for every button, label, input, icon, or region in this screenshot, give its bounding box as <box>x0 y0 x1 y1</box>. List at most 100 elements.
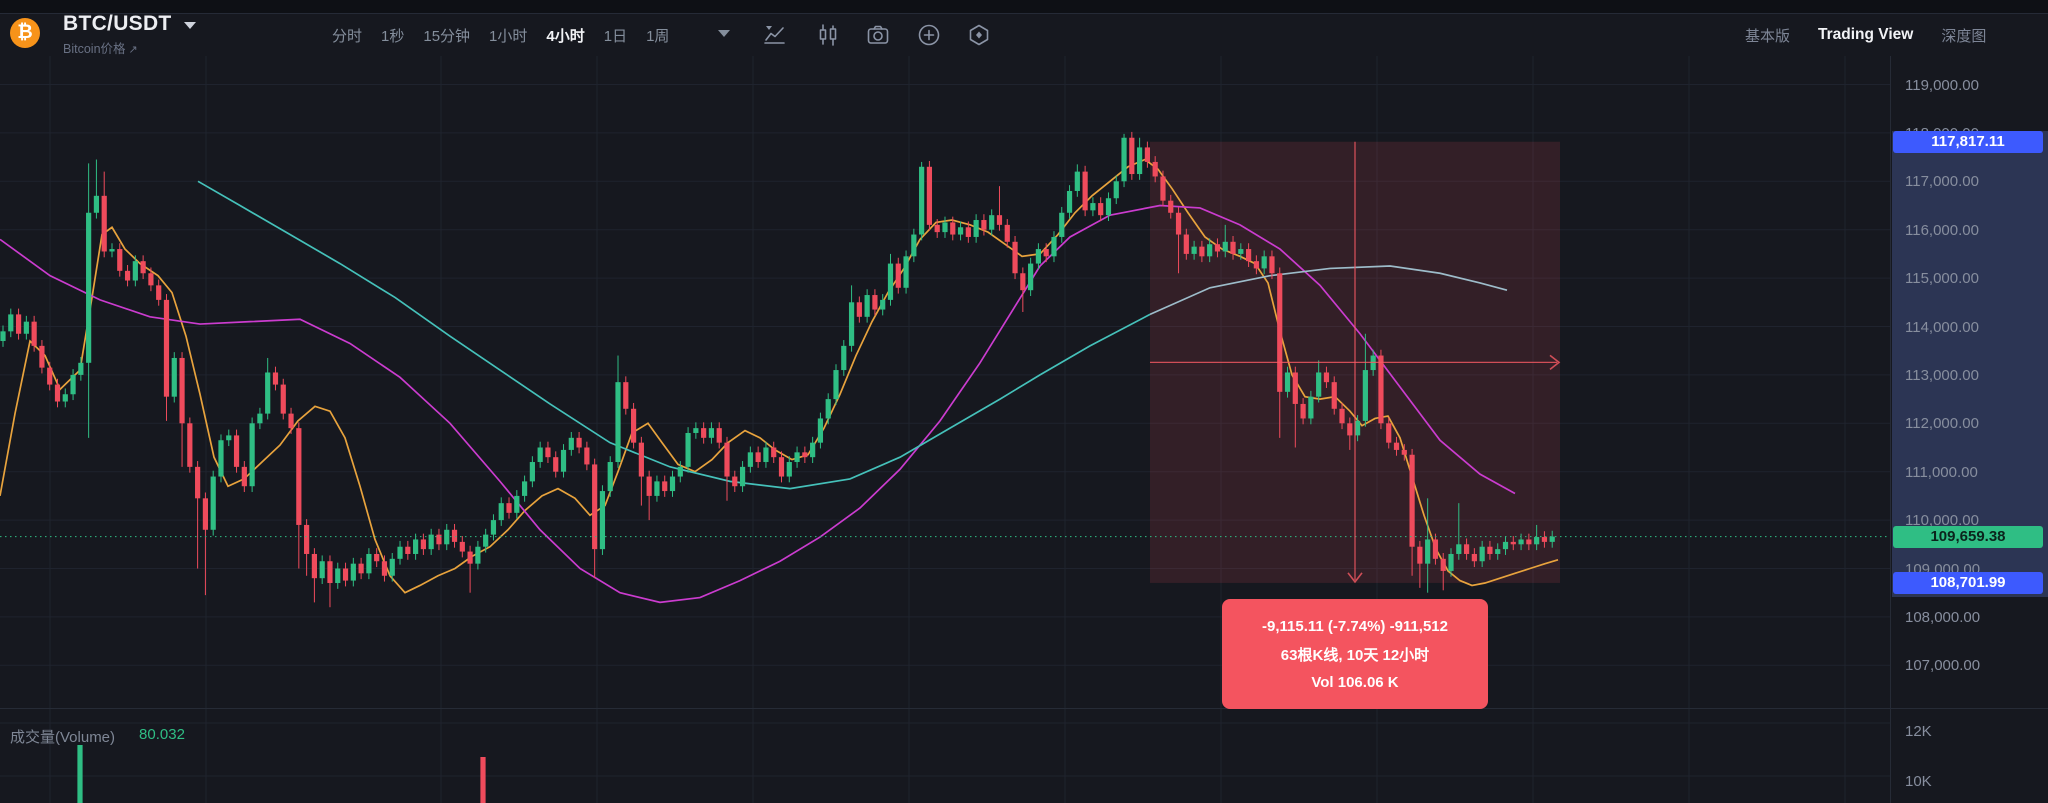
measure-start-price-tag: 117,817.11 <box>1893 130 2043 153</box>
candle-up <box>389 558 395 576</box>
candle-down <box>1393 442 1400 450</box>
symbol-title[interactable]: BTC/USDT <box>63 12 172 35</box>
candle-up <box>1284 372 1291 392</box>
candle-down <box>732 476 738 487</box>
price-tick: 110,000.00 <box>1905 512 1979 530</box>
timeframe-4小时[interactable]: 4小时 <box>546 27 585 45</box>
candle-up <box>1074 171 1080 191</box>
measure-volume-line: Vol 106.06 K <box>1311 673 1399 691</box>
candle-up <box>887 263 894 300</box>
price-tick: 119,000.00 <box>1905 76 1979 94</box>
indicator-hexagon-icon[interactable] <box>967 23 991 47</box>
candle-down <box>47 367 53 385</box>
candle-up <box>1549 536 1555 542</box>
camera-icon[interactable] <box>866 23 890 47</box>
candle-up <box>1534 537 1540 545</box>
candle-down <box>459 541 465 552</box>
candle-down <box>280 384 286 414</box>
chart-style-icon[interactable] <box>763 23 787 47</box>
volume-label: 成交量(Volume) <box>10 729 116 746</box>
candle-down <box>981 220 987 230</box>
candle-up <box>794 452 800 463</box>
timeframe-more-caret-icon[interactable] <box>718 30 730 37</box>
candle-down <box>195 466 201 499</box>
view-tab-深度图[interactable]: 深度图 <box>1941 27 1987 45</box>
candle-up <box>615 382 621 463</box>
candle-down <box>872 295 878 310</box>
candle-down <box>1043 249 1049 257</box>
timeframe-1秒[interactable]: 1秒 <box>381 27 405 45</box>
candle-down <box>716 428 722 443</box>
ma-slow-teal-inside-measure <box>1149 265 1508 316</box>
candle-up <box>1238 249 1244 254</box>
candle-down <box>638 442 644 477</box>
candle-up <box>1137 147 1143 175</box>
price-tick: 108,000.00 <box>1905 608 1981 626</box>
view-tab-基本版[interactable]: 基本版 <box>1745 27 1791 45</box>
candle-down <box>950 222 956 235</box>
candle-down <box>15 314 22 334</box>
candle-down <box>327 561 333 584</box>
symbol-dropdown-caret-icon[interactable] <box>184 22 196 29</box>
candle-down <box>996 215 1003 225</box>
candle-up <box>1066 190 1073 213</box>
candle-down <box>1277 273 1283 392</box>
candle-up <box>1502 541 1509 550</box>
candle-up <box>599 491 606 550</box>
candle-down <box>451 529 458 542</box>
plus-circle-icon[interactable] <box>917 23 941 47</box>
candle-up <box>265 372 271 414</box>
candle-down <box>1246 249 1252 262</box>
candle-down <box>296 428 302 525</box>
candle-down <box>1175 212 1182 235</box>
candle-up <box>1362 370 1368 421</box>
ma-slow-teal <box>197 180 1151 490</box>
volume-bar <box>77 745 83 803</box>
timeframe-1小时[interactable]: 1小时 <box>489 27 528 45</box>
candle-down <box>1510 541 1516 545</box>
candle-down <box>304 524 310 554</box>
candle-up <box>132 261 138 281</box>
timeframe-15分钟[interactable]: 15分钟 <box>423 27 471 45</box>
candle-up <box>957 227 964 235</box>
candle-down <box>187 423 193 467</box>
candle-down <box>1409 454 1415 547</box>
candle-up <box>444 529 450 545</box>
candle-down <box>420 539 426 550</box>
candle-up <box>1354 420 1361 436</box>
view-tab-Trading View[interactable]: Trading View <box>1818 26 1914 43</box>
candle-down <box>1487 546 1493 554</box>
candle-up <box>78 362 84 375</box>
candlestick-icon[interactable] <box>816 23 840 47</box>
price-tick: 114,000.00 <box>1905 318 1979 336</box>
candle-down <box>241 466 247 487</box>
timeframe-1日[interactable]: 1日 <box>603 27 628 45</box>
timeframe-分时[interactable]: 分时 <box>332 27 363 45</box>
candle-up <box>1479 546 1485 562</box>
candle-down <box>117 249 123 271</box>
pane-separator[interactable] <box>0 708 2048 709</box>
symbol-subtitle[interactable]: Bitcoin价格 ↗ <box>63 42 138 56</box>
candle-down <box>140 261 146 274</box>
candle-down <box>124 270 131 281</box>
last-price-tag: 109,659.38 <box>1893 525 2043 548</box>
candle-down <box>1292 372 1298 404</box>
candle-down <box>1020 273 1026 291</box>
candle-down <box>1144 147 1150 162</box>
candle-down <box>288 413 294 429</box>
candle-down <box>856 302 862 317</box>
candle-up <box>23 321 29 334</box>
candle-down <box>1012 241 1018 274</box>
candle-up <box>903 256 909 288</box>
candle-down <box>1160 176 1166 201</box>
candle-up <box>708 428 715 438</box>
candle-up <box>319 561 325 579</box>
candle-down <box>576 437 582 448</box>
candle-down <box>934 224 940 233</box>
timeframe-1周[interactable]: 1周 <box>646 27 670 45</box>
price-tick: 111,000.00 <box>1905 463 1978 481</box>
price-axis[interactable]: 119,000.00118,000.00117,000.00116,000.00… <box>1890 55 2048 803</box>
candle-up <box>763 447 769 463</box>
candle-up <box>1035 249 1042 264</box>
